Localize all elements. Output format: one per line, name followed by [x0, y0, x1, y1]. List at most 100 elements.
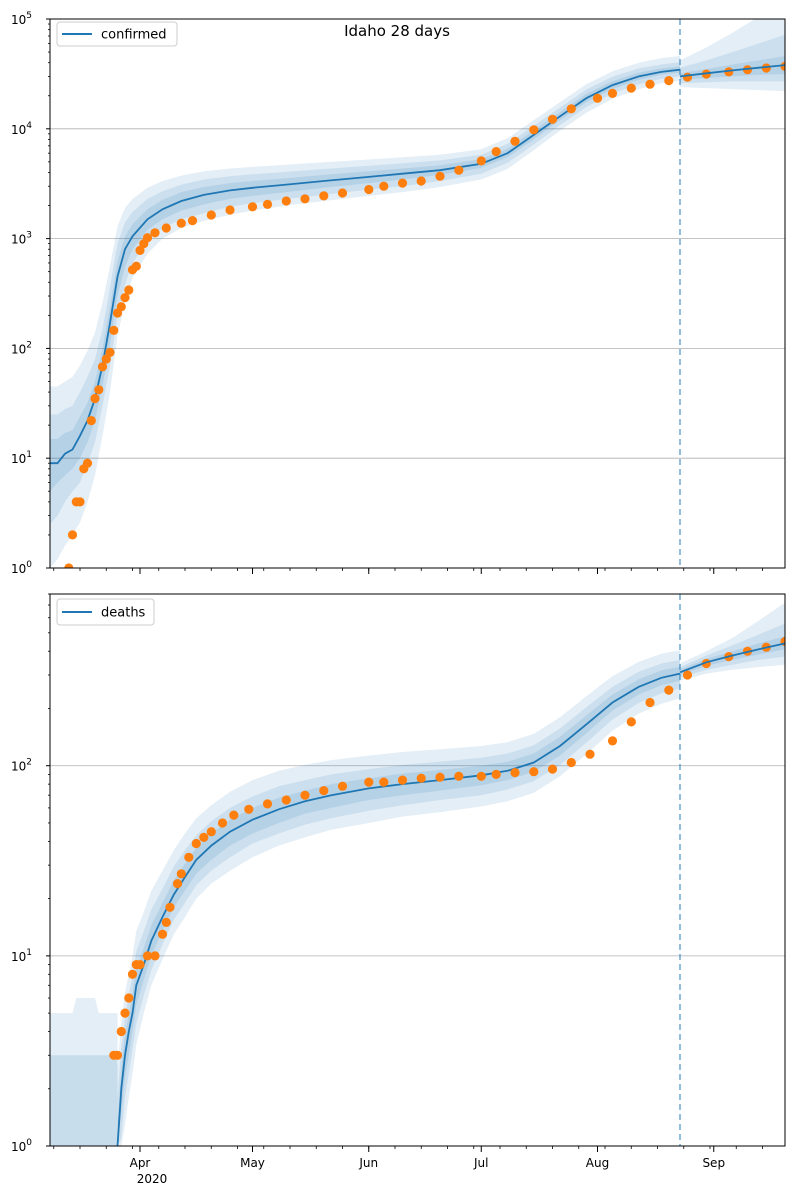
observed-point	[592, 93, 603, 103]
observed-point	[645, 79, 655, 89]
y-tick-label: 105	[11, 11, 32, 27]
observed-point	[761, 63, 771, 73]
y-axis-ticks: 100 101 102	[11, 593, 50, 1154]
early-band	[50, 998, 118, 1146]
observed-point	[319, 786, 329, 796]
legend: deaths	[56, 598, 155, 626]
observed-point	[161, 223, 171, 233]
observed-point	[112, 1050, 123, 1060]
y-tick-label: 101	[11, 450, 32, 466]
y-tick-label: 100	[11, 1138, 32, 1154]
observed-point	[337, 188, 348, 198]
observed-points	[64, 61, 785, 568]
observed-point	[206, 210, 216, 220]
legend-label: confirmed	[101, 28, 167, 43]
observed-point	[187, 216, 198, 226]
observed-point	[184, 852, 194, 862]
observed-point	[300, 790, 310, 800]
observed-point	[172, 879, 183, 889]
observed-point	[416, 773, 426, 783]
observed-point	[364, 777, 374, 787]
observed-point	[454, 165, 464, 175]
x-axis-ticks	[53, 568, 763, 574]
observed-point	[176, 218, 186, 228]
y-gridlines	[50, 765, 785, 957]
observed-point	[116, 1026, 126, 1037]
observed-point	[94, 385, 104, 395]
observed-point	[116, 302, 126, 312]
plot-frame	[49, 18, 786, 569]
uncertainty-band	[117, 650, 680, 1146]
y-tick-label: 104	[11, 121, 32, 137]
observed-point	[435, 171, 445, 181]
observed-point	[491, 147, 501, 157]
observed-point	[566, 757, 576, 768]
observed-point	[142, 951, 153, 961]
forecast-median-line	[679, 64, 785, 78]
observed-point	[124, 285, 134, 295]
x-tick-label: Apr	[130, 1156, 151, 1170]
observed-point	[217, 818, 228, 828]
chart-title: Idaho 28 days	[344, 22, 450, 40]
observed-point	[547, 114, 558, 124]
observed-point	[225, 205, 235, 215]
observed-point	[281, 196, 291, 206]
observed-point	[454, 771, 464, 781]
observed-point	[191, 838, 201, 849]
observed-point	[364, 184, 374, 195]
observed-point	[67, 530, 78, 540]
uncertainty-band	[50, 56, 680, 568]
observed-point	[64, 563, 74, 568]
confirmed-panel: 100 101 102 103 104 105 Idaho 28 days confirm…	[11, 11, 786, 576]
observed-point	[319, 191, 329, 201]
observed-point	[281, 795, 291, 805]
y-tick-label: 100	[11, 560, 32, 576]
observed-point	[90, 393, 100, 404]
uncertainty-band	[50, 66, 680, 492]
observed-point	[262, 199, 273, 209]
observed-point	[491, 769, 501, 780]
y-axis-ticks: 100 101 102 103 104 105	[11, 11, 50, 576]
observed-point	[476, 771, 486, 781]
observed-point	[161, 917, 171, 928]
x-year-label: 2020	[137, 1172, 168, 1186]
observed-point	[135, 245, 145, 255]
x-tick-label: Aug	[586, 1156, 609, 1170]
x-tick-label: Sep	[702, 1156, 725, 1170]
observed-point	[397, 178, 408, 188]
observed-point	[142, 233, 153, 243]
observed-point	[510, 768, 520, 778]
observed-point	[379, 777, 389, 787]
observed-point	[529, 767, 539, 777]
observed-point	[607, 88, 618, 98]
observed-point	[529, 125, 539, 135]
observed-point	[97, 362, 108, 372]
x-tick-label: Jun	[358, 1156, 378, 1170]
observed-point	[150, 228, 160, 238]
observed-point	[379, 181, 389, 191]
forecast-median-line	[679, 642, 785, 674]
observed-point	[585, 749, 595, 759]
x-tick-label: May	[240, 1156, 265, 1170]
y-tick-label: 102	[11, 758, 32, 774]
observed-point	[780, 61, 785, 71]
uncertainty-bands	[50, 602, 785, 1146]
observed-point	[626, 717, 636, 727]
observed-point	[86, 416, 96, 426]
observed-point	[206, 827, 216, 837]
observed-point	[120, 293, 130, 303]
observed-point	[120, 1008, 130, 1018]
observed-point	[416, 176, 426, 186]
y-tick-label: 103	[11, 231, 32, 247]
observed-point	[607, 736, 618, 746]
observed-point	[109, 325, 119, 335]
observed-point	[476, 156, 486, 166]
legend-label: deaths	[101, 606, 146, 621]
observed-point	[82, 458, 93, 468]
observed-point	[435, 772, 445, 782]
observed-point	[547, 764, 558, 774]
observed-point	[397, 775, 408, 785]
uncertainty-bands	[50, 19, 785, 568]
observed-point	[566, 104, 576, 114]
